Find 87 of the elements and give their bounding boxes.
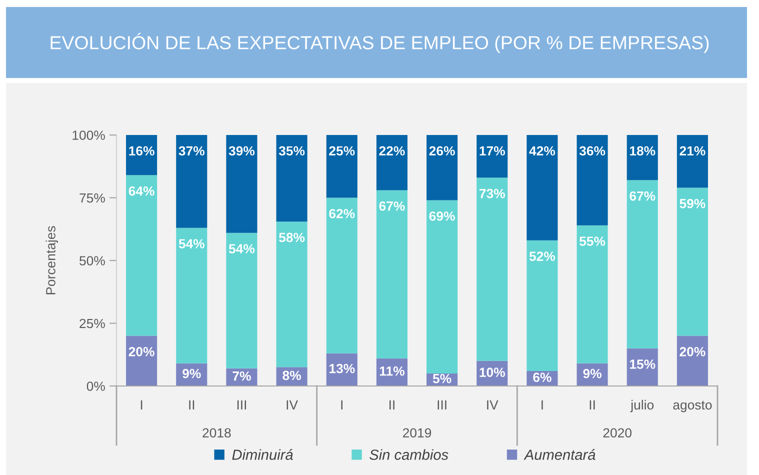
bar (576, 225, 608, 364)
data-label: 18% (630, 146, 656, 156)
bar (126, 135, 158, 176)
bar (626, 135, 658, 180)
x-tick-label: julio (630, 400, 654, 412)
data-label: 13% (330, 364, 355, 374)
data-label: 73% (479, 188, 505, 198)
data-label: 36% (579, 146, 606, 156)
bar (626, 180, 658, 348)
data-label: 67% (630, 191, 656, 201)
x-tick-label: I (341, 400, 342, 410)
x-tick-label: II (590, 400, 595, 410)
x-tick-label: III (438, 400, 446, 410)
y-tick-label: 75% (80, 193, 105, 203)
bar (326, 198, 358, 354)
x-tick-label: IV (286, 400, 298, 410)
data-label: 10% (480, 368, 505, 377)
x-tick-label: II (390, 400, 394, 410)
data-label: 20% (128, 347, 154, 356)
x-tick-label: I (542, 400, 543, 410)
legend-label: Aumentará (524, 449, 596, 460)
data-label: 8% (282, 370, 301, 380)
data-label: 42% (529, 146, 556, 156)
legend-label: Diminuirá (232, 449, 293, 460)
data-label: 59% (680, 198, 706, 208)
data-label: 26% (429, 146, 455, 156)
bar (676, 135, 708, 188)
x-tick-label: III (237, 400, 246, 410)
bar (676, 336, 708, 386)
text: 2020 (603, 428, 632, 438)
data-label: 15% (630, 360, 656, 369)
data-label: 35% (278, 146, 305, 156)
bar (126, 336, 158, 386)
data-label: 20% (680, 347, 706, 356)
data-label: 17% (480, 146, 505, 156)
data-label: 67% (379, 201, 405, 211)
data-label: 25% (329, 146, 355, 156)
y-tick-label: 50% (80, 256, 105, 266)
bar (376, 135, 408, 190)
data-label: 37% (178, 146, 204, 156)
bar (426, 135, 458, 200)
bar (126, 175, 158, 336)
data-label: 9% (182, 368, 201, 378)
y-tick-label: 25% (80, 318, 105, 328)
legend-label: Sin cambios (370, 449, 448, 460)
data-label: 7% (232, 371, 251, 381)
bar (676, 188, 708, 336)
bar (276, 135, 308, 222)
data-label: 9% (583, 368, 602, 378)
bar (226, 135, 258, 233)
text: 2018 (202, 428, 231, 438)
x-tick-label: agosto (673, 400, 712, 412)
bar (276, 222, 308, 368)
x-tick-label: IV (487, 400, 498, 410)
data-label: 58% (278, 232, 305, 242)
bar (176, 135, 208, 228)
data-label: 39% (228, 146, 255, 156)
text: 2019 (402, 428, 432, 438)
bar (426, 200, 458, 374)
bar (476, 135, 508, 178)
y-tick-label: 0% (86, 382, 105, 391)
data-label: 54% (178, 239, 204, 248)
bar (326, 135, 358, 198)
data-label: 6% (533, 372, 552, 382)
data-label: 52% (529, 252, 556, 261)
data-label: 55% (579, 236, 606, 246)
x-tick-label: II (189, 400, 194, 410)
data-label: 69% (429, 211, 455, 221)
bar (576, 135, 608, 226)
x-tick-label: I (140, 400, 142, 410)
data-label: 62% (329, 208, 355, 218)
bar (176, 228, 208, 364)
data-label: 11% (380, 366, 404, 376)
data-label: 22% (379, 146, 405, 156)
bar (526, 135, 558, 240)
data-label: 54% (228, 244, 255, 254)
data-label: 16% (129, 146, 154, 156)
y-tick-label: 100% (72, 130, 105, 140)
y-axis-title: Porcentajes (46, 226, 58, 294)
bar (476, 178, 508, 361)
chart-title: EVOLUCIÓN DE LAS EXPECTATIVAS DE EMPLEO (POR % DE EMPRESAS) (50, 32, 709, 54)
data-label: 21% (680, 146, 706, 156)
bar (526, 240, 558, 371)
bar (226, 232, 258, 368)
bar (376, 190, 408, 358)
data-label: 5% (432, 374, 452, 384)
data-label: 64% (128, 186, 154, 196)
